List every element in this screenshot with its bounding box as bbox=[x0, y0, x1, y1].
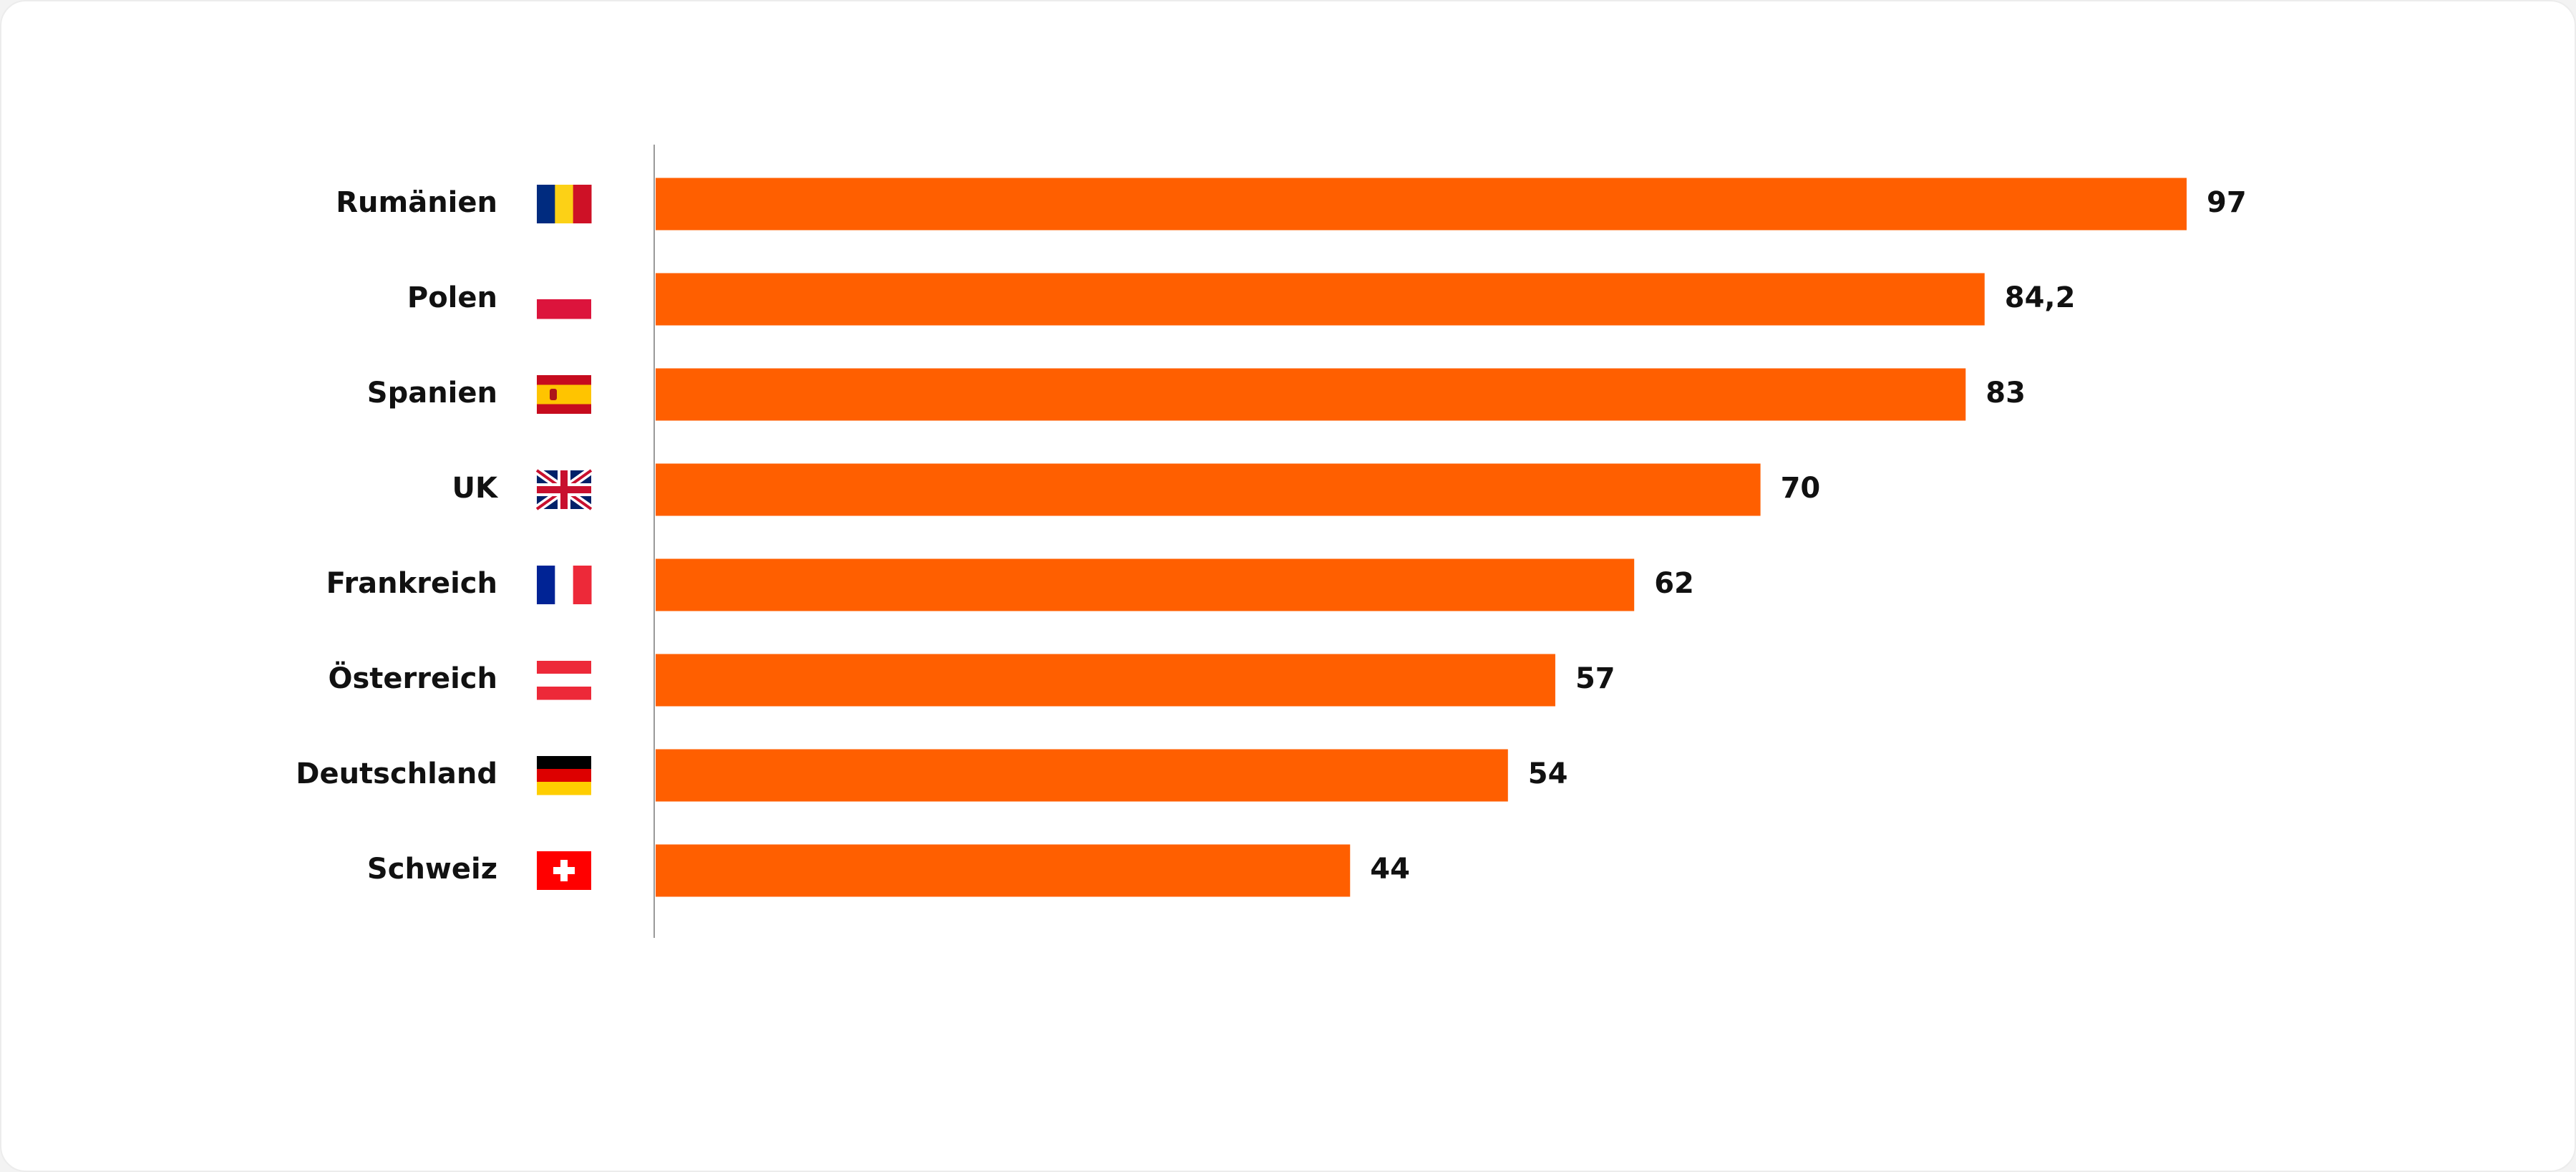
flag-icon bbox=[537, 185, 592, 223]
bar bbox=[656, 558, 1635, 611]
category-label: Schweiz bbox=[367, 853, 497, 886]
flag-icon bbox=[537, 661, 591, 700]
flag-icon bbox=[537, 375, 591, 414]
flag-stripe bbox=[537, 782, 591, 795]
value-label: 83 bbox=[1986, 377, 2026, 410]
flag-stripe bbox=[573, 185, 592, 223]
bar bbox=[656, 749, 1508, 802]
value-label: 70 bbox=[1781, 472, 1821, 505]
value-label: 97 bbox=[2207, 186, 2247, 219]
category-label: UK bbox=[452, 472, 499, 505]
value-label: 62 bbox=[1654, 567, 1694, 600]
flag-stripe bbox=[537, 299, 591, 319]
flag-stripe bbox=[555, 566, 574, 604]
flag-icon bbox=[537, 566, 592, 604]
category-label: Rumänien bbox=[336, 186, 497, 219]
flag-icon bbox=[537, 280, 591, 319]
flag-stripe bbox=[573, 566, 592, 604]
flag-stripe bbox=[537, 756, 591, 770]
flag-cross bbox=[537, 486, 591, 493]
flag-stripe bbox=[537, 769, 591, 783]
category-label: Deutschland bbox=[296, 757, 497, 790]
category-label: Österreich bbox=[328, 661, 497, 695]
value-label: 44 bbox=[1370, 853, 1410, 886]
flag-stripe bbox=[537, 661, 591, 674]
bar bbox=[656, 654, 1555, 707]
value-label: 84,2 bbox=[2005, 281, 2076, 314]
flag-stripe bbox=[537, 185, 555, 223]
flag-stripe bbox=[537, 280, 591, 300]
bar bbox=[656, 178, 2187, 231]
flag-stripe bbox=[555, 185, 574, 223]
bar bbox=[656, 463, 1761, 516]
value-label: 54 bbox=[1528, 757, 1568, 790]
flag-stripe bbox=[537, 687, 591, 700]
flag-icon bbox=[534, 467, 594, 513]
flag-emblem bbox=[550, 389, 557, 400]
bar bbox=[656, 368, 1966, 421]
flag-icon bbox=[537, 851, 591, 890]
bar bbox=[656, 273, 1985, 326]
category-label: Frankreich bbox=[326, 567, 497, 600]
flag-stripe bbox=[537, 384, 591, 405]
flag-stripe bbox=[537, 566, 555, 604]
flag-cross bbox=[553, 867, 575, 874]
value-label: 57 bbox=[1575, 662, 1615, 695]
flag-stripe bbox=[537, 674, 591, 687]
flag-icon bbox=[537, 756, 591, 795]
category-label: Spanien bbox=[367, 377, 497, 410]
category-label: Polen bbox=[407, 281, 497, 314]
bar bbox=[656, 844, 1351, 897]
